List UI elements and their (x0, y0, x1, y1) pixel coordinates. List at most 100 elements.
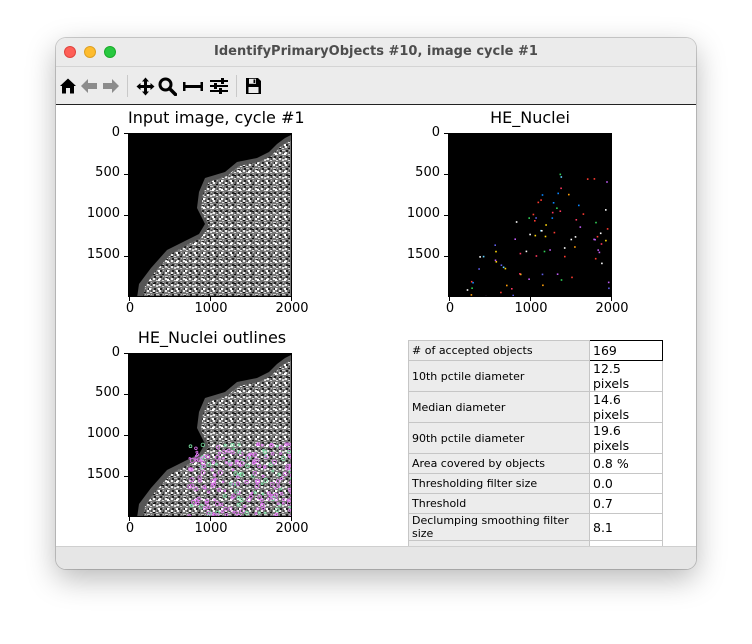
y-tick-label: 0 (111, 345, 120, 360)
y-tick-label: 1000 (86, 426, 120, 441)
x-tick (530, 297, 531, 301)
x-tick (291, 297, 292, 301)
save-icon (245, 78, 261, 94)
save-button[interactable] (243, 73, 263, 99)
pan-button[interactable] (135, 73, 155, 99)
measurement-value: 12.5 pixels (589, 360, 663, 392)
y-tick-label: 500 (95, 385, 120, 400)
home-icon (60, 78, 76, 94)
close-button[interactable] (64, 46, 76, 58)
table-row: Declumping smoothing filter size 8.1 (408, 513, 663, 541)
panel-title-outlines: HE_Nuclei outlines (137, 328, 287, 347)
table-row: 90th pctile diameter 19.6 pixels (408, 422, 663, 454)
arrow-right-icon (103, 79, 119, 93)
y-tick (124, 476, 128, 477)
measurement-value: 0.8 % (589, 453, 663, 474)
status-bar (56, 546, 696, 569)
move-icon (136, 77, 154, 95)
outlines-image[interactable] (128, 353, 292, 517)
measurement-value: 14.6 pixels (589, 391, 663, 423)
table-row: # of accepted objects 169 (408, 340, 663, 361)
y-tick-label: 1000 (86, 206, 120, 221)
figure-canvas[interactable]: Input image, cycle #1 (56, 105, 696, 561)
y-tick (124, 435, 128, 436)
y-tick-label: 1500 (86, 467, 120, 482)
table-row: Threshold 0.7 (408, 493, 663, 514)
configure-button[interactable] (208, 73, 230, 99)
title-bar: IdentifyPrimaryObjects #10, image cycle … (56, 38, 696, 67)
x-tick-label: 1000 (194, 521, 228, 536)
x-tick-label: 2000 (275, 301, 309, 316)
x-tick-label: 1000 (514, 301, 548, 316)
y-tick (124, 256, 128, 257)
x-tick (210, 297, 211, 301)
y-tick (124, 174, 128, 175)
input-image[interactable] (128, 133, 292, 297)
measurement-value: 0.7 (589, 493, 663, 514)
nuclei-label-image[interactable] (448, 133, 612, 297)
panel-title-input: Input image, cycle #1 (128, 108, 305, 127)
y-tick (444, 215, 448, 216)
x-tick-label: 2000 (275, 521, 309, 536)
subplots-icon (183, 82, 203, 91)
figure-window: IdentifyPrimaryObjects #10, image cycle … (56, 38, 696, 569)
x-tick (611, 297, 612, 301)
y-tick (444, 256, 448, 257)
y-tick (124, 133, 128, 134)
x-tick (210, 517, 211, 521)
measurement-value: 8.1 (589, 513, 663, 541)
panel-title-nuclei: HE_Nuclei (490, 108, 570, 127)
x-tick (129, 297, 130, 301)
x-tick (291, 517, 292, 521)
measurement-value: 0.0 (589, 473, 663, 494)
y-tick-label: 500 (95, 165, 120, 180)
measurement-label: Thresholding filter size (408, 473, 590, 494)
table-row: Median diameter 14.6 pixels (408, 391, 663, 423)
sliders-icon (210, 78, 228, 94)
y-tick (444, 133, 448, 134)
table-row: 10th pctile diameter 12.5 pixels (408, 360, 663, 392)
zoom-window-button[interactable] (104, 46, 116, 58)
measurement-label: # of accepted objects (408, 340, 590, 361)
x-tick-label: 0 (125, 521, 135, 536)
subplots-button[interactable] (181, 73, 205, 99)
measurement-label: Threshold (408, 493, 590, 514)
arrow-left-icon (81, 79, 97, 93)
measurement-table: # of accepted objects 169 10th pctile diam… (408, 340, 663, 561)
y-tick (124, 353, 128, 354)
zoom-button[interactable] (157, 73, 177, 99)
measurement-value: 169 (589, 340, 663, 361)
y-tick (124, 394, 128, 395)
measurement-label: Median diameter (408, 391, 590, 423)
x-tick (129, 517, 130, 521)
window-title: IdentifyPrimaryObjects #10, image cycle … (214, 44, 538, 59)
y-tick-label: 1500 (406, 247, 440, 262)
forward-button[interactable] (101, 73, 121, 99)
x-tick (449, 297, 450, 301)
measurement-label: 90th pctile diameter (408, 422, 590, 454)
table-row: Thresholding filter size 0.0 (408, 473, 663, 494)
table-row: Area covered by objects 0.8 % (408, 453, 663, 474)
toolbar (56, 67, 696, 105)
minimize-button[interactable] (84, 46, 96, 58)
measurement-label: 10th pctile diameter (408, 360, 590, 392)
x-tick-label: 1000 (194, 301, 228, 316)
measurement-value: 19.6 pixels (589, 422, 663, 454)
y-tick (124, 215, 128, 216)
y-tick (444, 174, 448, 175)
y-tick-label: 1500 (86, 247, 120, 262)
home-button[interactable] (58, 73, 78, 99)
x-tick-label: 2000 (595, 301, 629, 316)
x-tick-label: 0 (125, 301, 135, 316)
back-button[interactable] (79, 73, 99, 99)
toolbar-separator (236, 75, 237, 97)
y-tick-label: 0 (431, 125, 440, 140)
y-tick-label: 1000 (406, 206, 440, 221)
toolbar-separator (127, 75, 128, 97)
measurement-label: Area covered by objects (408, 453, 590, 474)
y-tick-label: 500 (415, 165, 440, 180)
measurement-label: Declumping smoothing filter size (408, 513, 590, 541)
y-tick-label: 0 (111, 125, 120, 140)
magnifier-icon (158, 77, 177, 96)
x-tick-label: 0 (445, 301, 455, 316)
